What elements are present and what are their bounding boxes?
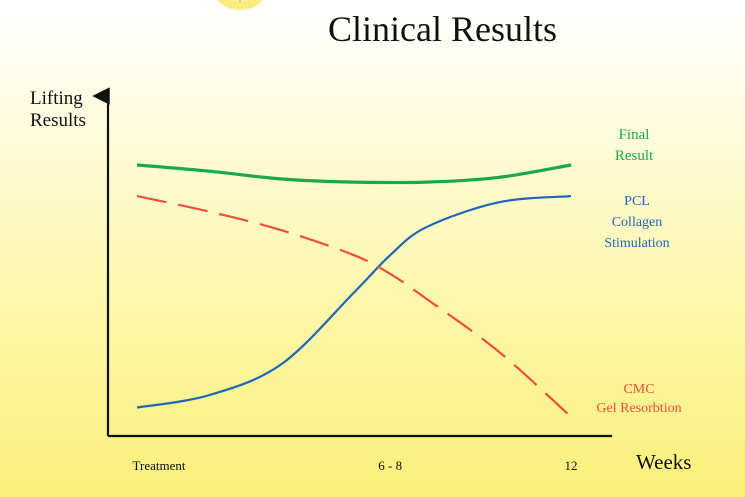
series-label-line: Collagen — [612, 215, 663, 230]
series-label-line: Final — [619, 127, 650, 143]
x-tick-label: 12 — [565, 458, 578, 473]
series-label-final-result: Final Result — [615, 127, 654, 164]
series-label-line: Result — [615, 148, 654, 164]
y-axis-label-line: Results — [30, 110, 86, 131]
y-axis-label-line: Lifting — [30, 88, 83, 109]
series-label-line: Stimulation — [604, 236, 669, 251]
x-axis-label: Weeks — [636, 450, 691, 474]
series-label-pcl-collagen-stimulation: PCL Collagen Stimulation — [604, 194, 669, 251]
series-line-final-result — [136, 163, 572, 185]
x-tick-label: 6 - 8 — [378, 458, 402, 473]
series-label-line: PCL — [624, 194, 650, 209]
series-label-cmc-gel-resorbtion: CMC Gel Resorbtion — [596, 382, 681, 416]
series-line-cmc-gel-resorbtion — [136, 195, 572, 418]
series-line-pcl-collagen-stimulation — [136, 195, 572, 409]
logo-icon — [217, 0, 263, 10]
y-axis-label: Lifting Results — [30, 88, 86, 131]
page-title: Clinical Results — [328, 9, 557, 49]
series-label-line: Gel Resorbtion — [596, 401, 681, 416]
series-label-line: CMC — [623, 382, 654, 397]
x-tick-label: Treatment — [133, 458, 186, 473]
